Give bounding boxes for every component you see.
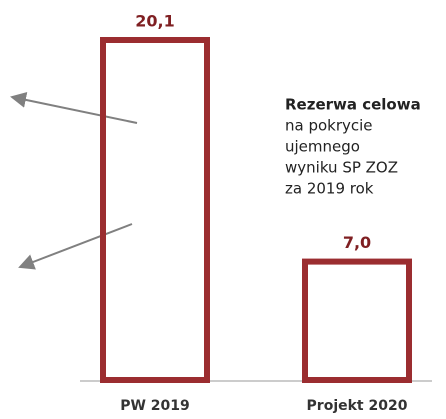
- annotation-line: na pokrycie: [285, 117, 373, 135]
- x-tick-label: Projekt 2020: [307, 398, 408, 414]
- annotation-line: za 2019 rok: [285, 180, 374, 198]
- annotation-line: wyniku SP ZOZ: [285, 159, 398, 177]
- bar: [302, 258, 412, 383]
- annotation-title: Rezerwa celowa: [285, 96, 421, 114]
- value-label: 20,1: [135, 12, 174, 31]
- bar: [100, 37, 210, 383]
- annotation-line: ujemnego: [285, 138, 360, 156]
- value-label: 7,0: [343, 233, 371, 252]
- arrow: [18, 223, 133, 270]
- arrow: [10, 92, 138, 124]
- x-tick-label: PW 2019: [120, 398, 190, 414]
